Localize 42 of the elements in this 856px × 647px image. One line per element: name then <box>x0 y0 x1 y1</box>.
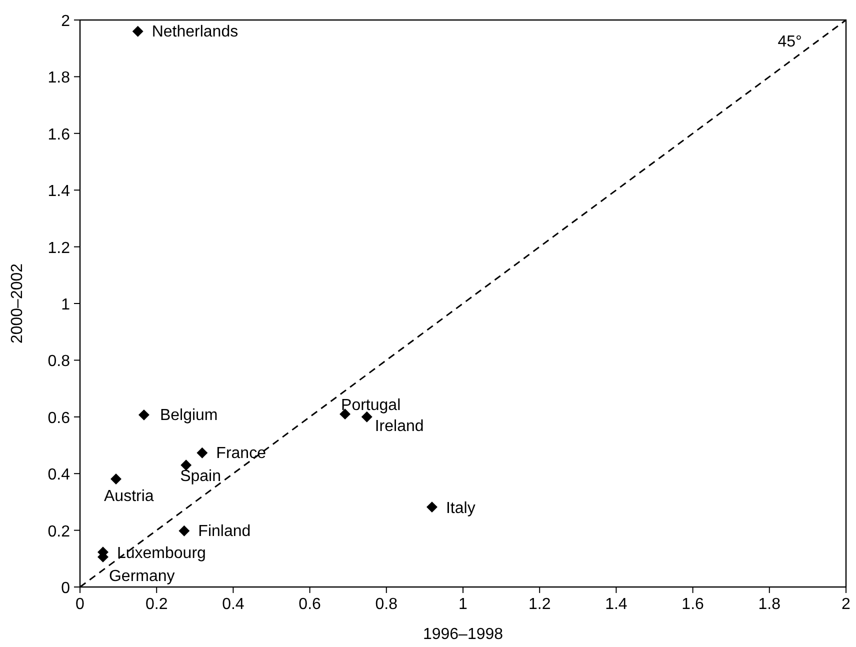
point <box>138 409 150 420</box>
y-tick-label: 1.8 <box>48 70 70 87</box>
y-tick-label: 1.2 <box>48 240 70 257</box>
y-tick-label: 1 <box>61 296 70 314</box>
annotation: Ireland <box>374 418 424 435</box>
annotation: Spain <box>180 468 222 486</box>
point <box>426 502 438 513</box>
x-axis-title: 1996–1998 <box>422 626 504 643</box>
y-tick-label: 0.6 <box>48 410 70 427</box>
point <box>178 525 190 536</box>
annotation: Portugal <box>341 397 401 414</box>
y-axis-title: 2000–2002 <box>9 263 26 344</box>
annotation: Italy <box>446 500 476 518</box>
annotation: Netherlands <box>152 23 238 40</box>
annotation: Luxembourg <box>116 545 206 562</box>
annotation: Austria <box>104 488 154 505</box>
x-tick-label: 1 <box>458 596 468 613</box>
x-tick-label: 0 <box>76 596 85 613</box>
annotation: Germany <box>108 568 175 585</box>
point <box>110 474 122 484</box>
annotation: Belgium <box>160 406 218 424</box>
x-tick-label: 0.4 <box>222 596 244 613</box>
y-tick-label: 0.2 <box>48 523 70 540</box>
y-tick-label: 0 <box>61 580 70 597</box>
y-tick-label: 0.4 <box>48 466 70 484</box>
point <box>132 26 144 37</box>
x-tick-label: 0.2 <box>145 596 168 613</box>
y-tick-label: 2 <box>61 13 70 30</box>
y-tick-label: 1.6 <box>48 126 70 144</box>
x-tick-label: 1.4 <box>605 596 628 613</box>
x-tick-label: 1.8 <box>758 596 781 613</box>
x-tick-label: 1.6 <box>682 596 704 613</box>
annotation: France <box>216 444 266 462</box>
x-tick-label: 0.8 <box>375 596 398 613</box>
x-tick-label: 1.2 <box>528 596 551 613</box>
annotation: 45° <box>778 33 802 50</box>
annotation: Finland <box>198 522 251 540</box>
x-tick-label: 2 <box>842 596 851 613</box>
x-tick-label: 0.6 <box>298 596 322 613</box>
y-tick-label: 1.4 <box>48 183 70 200</box>
point <box>196 447 208 458</box>
y-tick-label: 0.8 <box>48 353 70 370</box>
